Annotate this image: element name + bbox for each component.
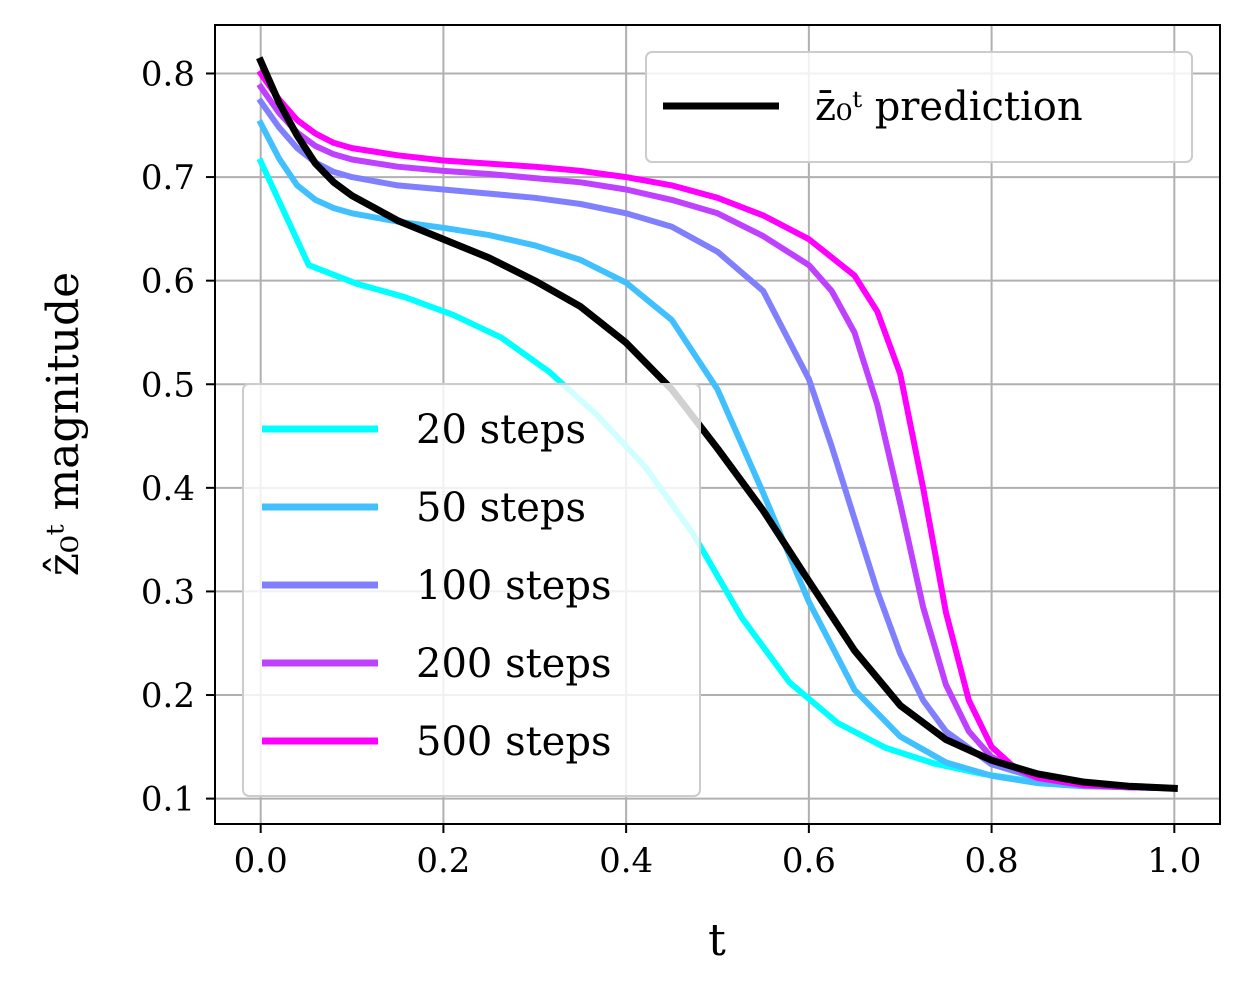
legend-label: 50 steps (416, 485, 586, 531)
x-tick-label: 0.2 (416, 841, 470, 881)
legend-label: 500 steps (416, 719, 611, 765)
x-axis-title: t (708, 915, 726, 966)
plot-area-frame (214, 24, 1221, 825)
legend-label: z̄₀ᵗ prediction (815, 84, 1083, 130)
legend-label: 20 steps (416, 407, 586, 453)
y-tick-label: 0.7 (141, 158, 195, 198)
series-line-200-steps (256, 82, 1178, 792)
x-tick-label: 0.8 (965, 841, 1019, 881)
legend-label: 100 steps (416, 563, 611, 609)
y-tick-labels: 0.1 0.2 0.3 0.4 0.5 0.6 0.7 0.8 (141, 54, 195, 819)
y-tick-label: 0.2 (141, 676, 195, 716)
x-tick-label: 1.0 (1147, 841, 1201, 881)
legend-prediction-box (645, 51, 1193, 163)
series-line-500-steps (256, 69, 1178, 792)
legend-prediction: z̄₀ᵗ prediction (645, 51, 1193, 163)
x-tick-label: 0.6 (782, 841, 836, 881)
x-tick-label: 0.4 (599, 841, 653, 881)
series-lines (256, 56, 1178, 792)
legend-steps: 20 steps 50 steps 100 steps 200 steps 500 st… (242, 383, 701, 797)
series-line-z-prediction (256, 56, 1178, 792)
y-tick-label: 0.3 (141, 572, 195, 612)
series-line-50-steps (256, 119, 1178, 792)
y-tick-label: 0.4 (141, 469, 195, 509)
y-tick-label: 0.6 (141, 262, 195, 302)
legend-steps-box (242, 383, 701, 797)
x-tick-labels: 0.0 0.2 0.4 0.6 0.8 1.0 (234, 841, 1202, 881)
x-tick-label: 0.0 (234, 841, 288, 881)
legend-label: 200 steps (416, 641, 611, 687)
y-tick-label: 0.8 (141, 54, 195, 94)
y-tick-label: 0.5 (141, 365, 195, 405)
tick-marks (206, 72, 1176, 833)
y-axis-title: ẑ₀ᵗ magnitude (38, 272, 89, 576)
y-tick-label: 0.1 (141, 780, 195, 820)
